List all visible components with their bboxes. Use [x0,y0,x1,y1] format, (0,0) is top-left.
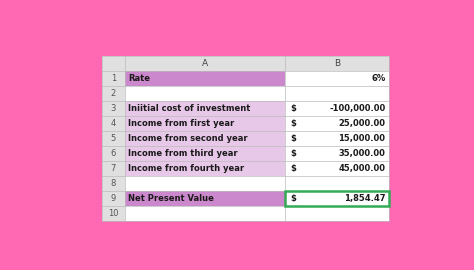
Bar [285,191,389,206]
Bar [285,206,389,221]
Text: 10: 10 [108,209,118,218]
Text: Income from third year: Income from third year [128,149,237,158]
Text: Income from second year: Income from second year [128,134,247,143]
Bar [285,131,389,146]
Bar [125,131,285,146]
Bar [102,86,125,101]
Bar [102,206,125,221]
Text: Rate: Rate [128,74,150,83]
Text: $: $ [290,149,296,158]
Bar [125,191,285,206]
Bar [125,146,285,161]
Text: 6%: 6% [371,74,385,83]
Bar [285,70,389,86]
Bar [125,101,285,116]
Text: 1,854.47: 1,854.47 [344,194,385,203]
Text: 25,000.00: 25,000.00 [338,119,385,128]
Bar [125,116,285,131]
Bar [285,176,389,191]
Bar [125,206,285,221]
Text: 7: 7 [110,164,116,173]
Text: Net Present Value: Net Present Value [128,194,214,203]
Bar [102,70,125,86]
Text: -100,000.00: -100,000.00 [329,104,385,113]
Text: 2: 2 [111,89,116,98]
Bar [125,86,285,101]
Text: 35,000.00: 35,000.00 [338,149,385,158]
Bar [285,146,389,161]
Bar [102,176,125,191]
Text: $: $ [290,164,296,173]
Bar [285,101,389,116]
Text: $: $ [290,104,296,113]
Bar [285,116,389,131]
Text: A: A [202,59,208,68]
Bar [102,56,125,70]
Text: 9: 9 [111,194,116,203]
Bar [102,116,125,131]
Bar [125,176,285,191]
Text: $: $ [290,119,296,128]
Bar [285,161,389,176]
Bar [125,161,285,176]
Bar [102,191,125,206]
Text: 6: 6 [110,149,116,158]
Text: 5: 5 [111,134,116,143]
Text: $: $ [290,194,296,203]
Text: 8: 8 [110,179,116,188]
Bar [285,56,389,70]
Text: 3: 3 [110,104,116,113]
Text: Iniitial cost of investment: Iniitial cost of investment [128,104,250,113]
Bar [285,191,389,206]
Bar [102,56,389,221]
Bar [102,161,125,176]
Text: 15,000.00: 15,000.00 [338,134,385,143]
Text: 4: 4 [111,119,116,128]
Text: $: $ [290,134,296,143]
Text: Income from first year: Income from first year [128,119,234,128]
Bar [102,146,125,161]
Text: Income from fourth year: Income from fourth year [128,164,244,173]
Text: B: B [334,59,340,68]
Bar [125,56,285,70]
Bar [102,131,125,146]
Bar [125,70,285,86]
Text: 45,000.00: 45,000.00 [338,164,385,173]
Bar [102,101,125,116]
Text: 1: 1 [111,74,116,83]
Bar [285,86,389,101]
